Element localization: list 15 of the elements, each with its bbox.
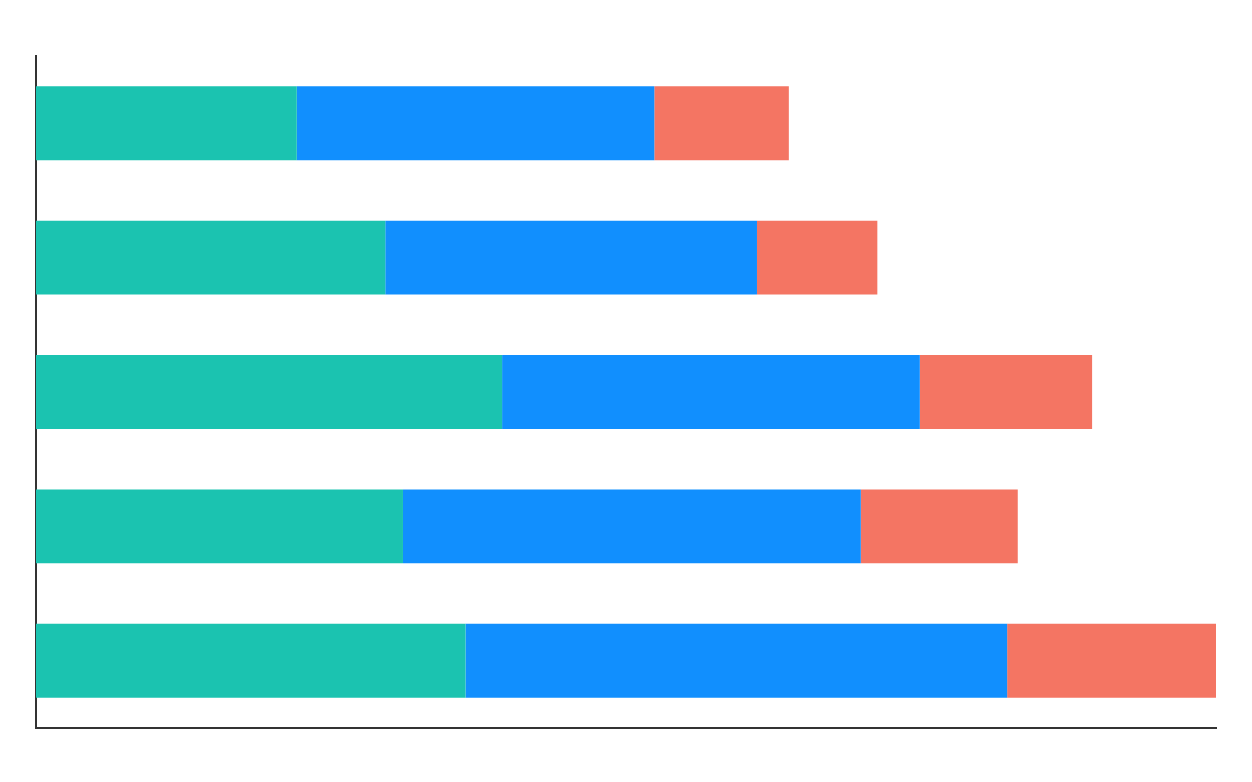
bar (1007, 623, 1216, 698)
bar (296, 86, 655, 161)
bar (860, 489, 1018, 564)
bar (36, 623, 466, 698)
bar (919, 355, 1093, 429)
bar (756, 220, 878, 295)
bar (36, 489, 403, 564)
bar (465, 623, 1008, 698)
bar (385, 220, 757, 295)
bar (36, 86, 297, 161)
bar (402, 489, 861, 564)
bar (654, 86, 789, 161)
bar (502, 355, 920, 429)
bar (36, 220, 386, 295)
bar (36, 355, 503, 429)
